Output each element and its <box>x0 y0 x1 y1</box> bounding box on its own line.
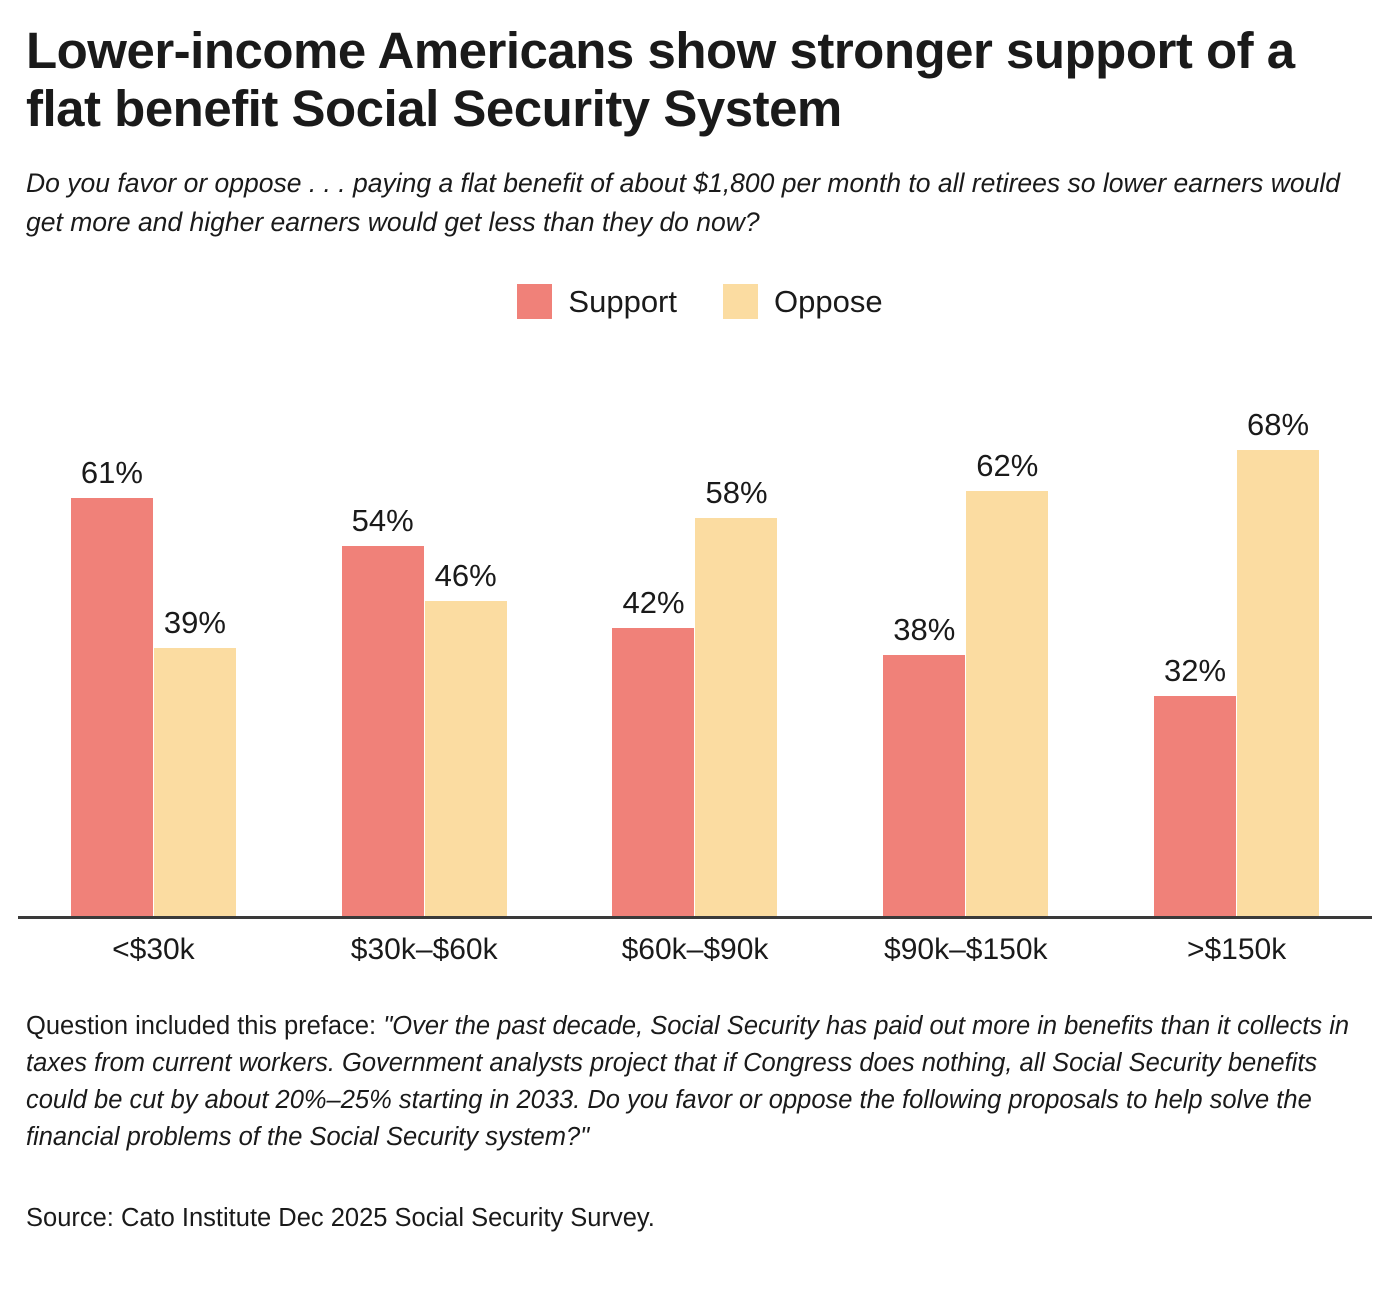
bar-group: 54% 46% <box>289 319 560 916</box>
bar-oppose-3[interactable]: 62% <box>966 319 1049 916</box>
chart-footer: Question included this preface: "Over th… <box>0 1008 1400 1237</box>
bar-oppose-2[interactable]: 58% <box>695 319 778 916</box>
source-note: Source: Cato Institute Dec 2025 Social S… <box>26 1203 655 1232</box>
bar-group: 32% 68% <box>1101 319 1372 916</box>
legend-item-oppose[interactable]: Oppose <box>723 283 883 319</box>
bar-support-4[interactable]: 32% <box>1154 319 1237 916</box>
bar-group: 38% 62% <box>830 319 1101 916</box>
x-axis-label-3: $90k–$150k <box>884 932 1048 966</box>
legend-swatch-oppose-icon <box>723 283 758 319</box>
bar-value-label: 58% <box>705 475 768 511</box>
bar-value-label: 61% <box>80 454 143 490</box>
legend-swatch-support-icon <box>517 283 553 319</box>
bar-rect[interactable] <box>612 627 695 916</box>
legend-label-oppose: Oppose <box>774 283 883 319</box>
chart-header: Lower-income Americans show stronger sup… <box>0 0 1400 242</box>
bar-rect[interactable] <box>966 490 1049 916</box>
bar-oppose-1[interactable]: 46% <box>424 319 507 916</box>
bar-chart-plot: 61% 39% 54% 46% 42% 58% 38% 62% 32% 68% <box>0 319 1400 919</box>
page-title: Lower-income Americans show stronger sup… <box>26 22 1295 138</box>
bar-support-1[interactable]: 54% <box>341 319 424 916</box>
x-axis-label-2: $60k–$90k <box>621 932 769 966</box>
footnote-lead: Question included this preface: <box>26 1011 377 1040</box>
bar-oppose-0[interactable]: 39% <box>153 319 236 916</box>
bar-rect[interactable] <box>70 497 153 916</box>
chart-subtitle: Do you favor or oppose . . . paying a fl… <box>26 168 1340 237</box>
bar-value-label: 38% <box>893 612 956 648</box>
bar-value-label: 54% <box>351 502 414 538</box>
bar-value-label: 39% <box>163 605 226 641</box>
bar-rect[interactable] <box>1237 449 1320 916</box>
bar-support-3[interactable]: 38% <box>883 319 966 916</box>
bar-rect[interactable] <box>424 600 507 916</box>
footnote-quote: "Over the past decade, Social Security h… <box>26 1011 1350 1152</box>
bar-rect[interactable] <box>695 518 778 916</box>
bars-area: 61% 39% 54% 46% 42% 58% 38% 62% 32% 68% <box>18 319 1372 916</box>
x-axis-category-labels: <$30k $30k–$60k $60k–$90k $90k–$150k >$150k <box>18 933 1372 966</box>
x-axis-line <box>18 915 1372 919</box>
x-axis-label-4: >$150k <box>1186 932 1287 966</box>
bar-group: 61% 39% <box>18 319 289 916</box>
chart-legend: Support Oppose <box>0 283 1400 319</box>
bar-oppose-4[interactable]: 68% <box>1237 319 1320 916</box>
bar-group: 42% 58% <box>560 319 831 916</box>
bar-rect[interactable] <box>153 648 236 916</box>
legend-label-support: Support <box>568 283 677 319</box>
bar-value-label: 62% <box>976 447 1039 483</box>
bar-value-label: 46% <box>434 557 497 593</box>
x-axis-label-0: <$30k <box>112 932 195 966</box>
bar-rect[interactable] <box>341 545 424 916</box>
bar-rect[interactable] <box>883 655 966 916</box>
bar-value-label: 42% <box>622 584 685 620</box>
bar-support-2[interactable]: 42% <box>612 319 695 916</box>
bar-rect[interactable] <box>1154 696 1237 916</box>
bar-value-label: 68% <box>1247 406 1310 442</box>
x-axis-label-1: $30k–$60k <box>350 932 498 966</box>
bar-support-0[interactable]: 61% <box>70 319 153 916</box>
legend-item-support[interactable]: Support <box>517 283 677 319</box>
bar-value-label: 32% <box>1164 653 1227 689</box>
footnote: Question included this preface: "Over th… <box>26 1008 1366 1157</box>
